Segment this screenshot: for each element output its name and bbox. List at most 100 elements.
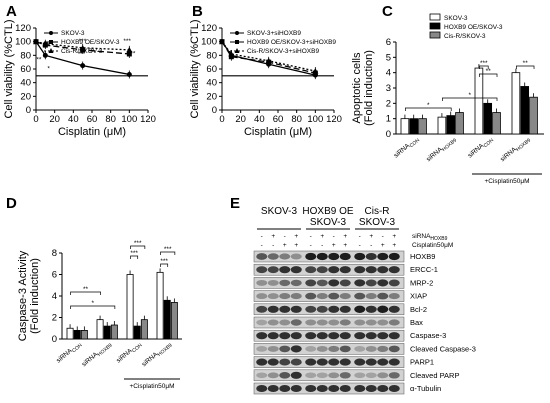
legend-label: SKOV-3 [444, 15, 468, 22]
y-tick-label: 40 [206, 78, 217, 89]
significance-star: ** [523, 60, 529, 67]
group-label: siRNAHOXB9 [141, 342, 174, 368]
row-label-sirna: siRNAHOXB9 [412, 233, 448, 242]
blot-band [377, 292, 389, 300]
sirna-sign: - [359, 233, 361, 240]
blot-band [316, 384, 328, 393]
x-tick-label: 40 [254, 114, 265, 125]
y-tick-label: 0 [26, 105, 31, 116]
y-tick-label: 100 [15, 37, 31, 48]
significance-star: *** [480, 60, 488, 67]
blot-band [388, 252, 400, 261]
blot-band [354, 358, 366, 366]
y-tick-label: 6 [52, 270, 57, 281]
cisplatin-sign: - [272, 242, 274, 249]
blot-band [256, 266, 268, 274]
cisplatin-sign: + [332, 242, 336, 249]
blot-band [354, 346, 366, 352]
blot-band [316, 372, 328, 379]
significance-star: ** [130, 51, 136, 58]
sirna-sign: + [294, 233, 298, 240]
significance-star: *** [160, 258, 168, 265]
bar [96, 319, 104, 340]
cisplatin-sign: + [294, 242, 298, 249]
group-label: siRNACON [55, 342, 84, 364]
sirna-sign: + [369, 233, 373, 240]
blot-band [328, 332, 340, 340]
blot-band [388, 384, 400, 393]
significance-star: *** [164, 246, 172, 253]
blot-band [267, 384, 279, 393]
significance-star: *** [130, 250, 138, 257]
blot-band [377, 358, 389, 366]
y-tick-label: 100 [201, 37, 217, 48]
y-tick-label: 8 [52, 248, 57, 259]
bar [492, 112, 501, 135]
blot-band [316, 358, 328, 366]
x-tick-label: 20 [235, 114, 246, 125]
blot-band [339, 266, 351, 274]
blot-band [365, 384, 377, 393]
x-axis-label: Cisplatin (μM) [244, 126, 312, 138]
significance-star: * [91, 300, 94, 307]
blot-band [267, 293, 279, 300]
group-label: siRNACON [115, 340, 144, 366]
blot-band [290, 279, 302, 287]
blot-band [267, 266, 279, 274]
cisplatin-sign: - [370, 242, 372, 249]
blot-band [388, 266, 400, 274]
blot-band [316, 293, 328, 300]
group-label-text: siRNAHOXB9 [425, 135, 458, 165]
blot-band [267, 372, 279, 379]
blot-band [267, 358, 279, 366]
x-tick-label: 100 [121, 114, 137, 125]
blot-band [339, 332, 351, 340]
blot-band [354, 319, 366, 326]
blot-band [339, 319, 351, 326]
blot-band [339, 372, 351, 379]
group-label-text: siRNACON [115, 340, 144, 366]
bar [103, 325, 111, 340]
blot-band [256, 279, 268, 286]
blot-band [290, 371, 302, 379]
y-axis-label: (Fold induction) [363, 50, 375, 126]
blot-band [279, 253, 291, 260]
blot-band [256, 305, 268, 313]
x-tick-label: 60 [273, 114, 284, 125]
cisplatin-sign: - [321, 242, 323, 249]
legend-label: SKOV-3+siHOXB9 [247, 30, 301, 37]
blot-band [316, 252, 328, 261]
blot-band [256, 253, 268, 260]
blot-band [316, 305, 328, 313]
blot-band [328, 345, 340, 352]
y-axis-label: Apoptotic cells [351, 52, 363, 123]
x-tick-label: 80 [291, 114, 302, 125]
y-tick-label: 80 [20, 50, 31, 61]
series-line [35, 41, 130, 55]
significance-bracket [479, 65, 489, 69]
y-tick-label: 20 [20, 91, 31, 102]
blot-band [328, 252, 340, 261]
y-axis-label: (Fold induction) [29, 258, 41, 334]
bar [110, 324, 118, 340]
blot-band [290, 345, 302, 353]
y-tick-label: 120 [15, 23, 31, 34]
row-label-cisplatin: Cisplatin50μM [412, 242, 453, 249]
cisplatin-sign: - [359, 242, 361, 249]
cisplatin-sign: + [343, 242, 347, 249]
blot-band [290, 358, 302, 366]
bar [520, 86, 530, 135]
blot-band [316, 332, 328, 340]
y-tick-label: 0 [52, 334, 57, 345]
legend-marker [235, 40, 239, 44]
blot-band [290, 266, 302, 274]
panel-label-B: B [192, 3, 203, 20]
series-line [221, 41, 316, 72]
sirna-sign: + [320, 233, 324, 240]
legend-marker [234, 48, 240, 53]
blot-band [305, 305, 317, 313]
y-tick-label: 120 [201, 23, 217, 34]
blot-band [305, 319, 317, 326]
group-label: siRNAHOXB9 [425, 135, 458, 165]
